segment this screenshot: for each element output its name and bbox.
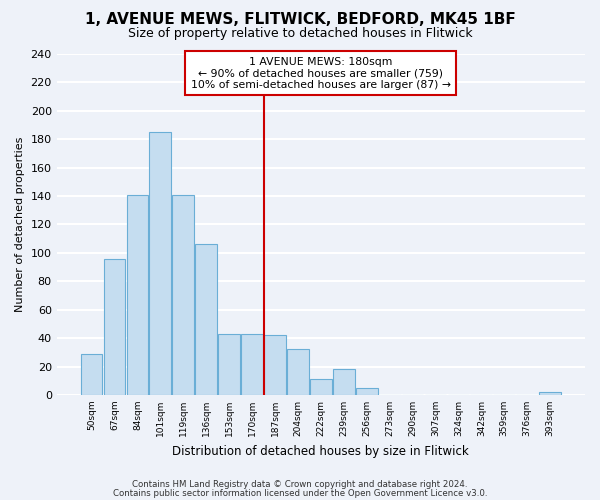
Bar [218, 334, 240, 395]
Bar [310, 380, 332, 395]
Text: Contains public sector information licensed under the Open Government Licence v3: Contains public sector information licen… [113, 488, 487, 498]
Text: 1 AVENUE MEWS: 180sqm
← 90% of detached houses are smaller (759)
10% of semi-det: 1 AVENUE MEWS: 180sqm ← 90% of detached … [191, 57, 451, 90]
Bar [172, 194, 194, 395]
X-axis label: Distribution of detached houses by size in Flitwick: Distribution of detached houses by size … [172, 444, 469, 458]
Bar [149, 132, 171, 395]
Bar [127, 194, 148, 395]
Bar [333, 370, 355, 395]
Bar [104, 258, 125, 395]
Bar [241, 334, 263, 395]
Bar [80, 354, 103, 395]
Bar [196, 244, 217, 395]
Bar [356, 388, 377, 395]
Bar [539, 392, 561, 395]
Y-axis label: Number of detached properties: Number of detached properties [15, 137, 25, 312]
Bar [287, 350, 309, 395]
Text: 1, AVENUE MEWS, FLITWICK, BEDFORD, MK45 1BF: 1, AVENUE MEWS, FLITWICK, BEDFORD, MK45 … [85, 12, 515, 28]
Bar [264, 336, 286, 395]
Text: Contains HM Land Registry data © Crown copyright and database right 2024.: Contains HM Land Registry data © Crown c… [132, 480, 468, 489]
Text: Size of property relative to detached houses in Flitwick: Size of property relative to detached ho… [128, 28, 472, 40]
